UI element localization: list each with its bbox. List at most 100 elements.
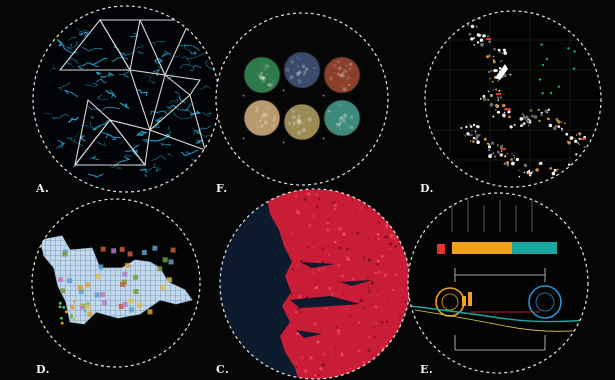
swatch-texture (261, 114, 266, 119)
teal-marker (557, 85, 560, 88)
habitat-cell (119, 246, 125, 252)
panel-label-c: C. (216, 363, 230, 376)
shore-speckle (496, 144, 499, 147)
infrared-speckle (346, 247, 349, 251)
water-stroke (63, 41, 79, 49)
infrared-speckle (348, 367, 352, 370)
habitat-cell (111, 248, 117, 254)
infrared-speckle (333, 240, 337, 244)
infrared-speckle (302, 345, 305, 347)
shore-speckle (466, 132, 470, 136)
infrared-speckle (346, 369, 347, 371)
shore-speckle (499, 51, 501, 54)
shore-speckle (518, 175, 521, 178)
shore-speckle (579, 158, 581, 160)
swatch-texture (299, 132, 302, 135)
water-stroke (90, 116, 95, 120)
shore-speckle (530, 171, 533, 175)
infrared-speckle (416, 216, 418, 218)
water-stroke (184, 103, 192, 112)
swatch-texture (264, 63, 267, 65)
swatch-texture (266, 115, 270, 119)
shore-dot (72, 300, 76, 303)
infrared-speckle (394, 273, 398, 277)
shore-speckle (578, 132, 582, 136)
swatch-texture (265, 113, 268, 116)
infrared-speckle (363, 259, 366, 262)
swatch-texture (263, 114, 265, 116)
habitat-cell (147, 309, 153, 315)
infrared-speckle (393, 222, 395, 225)
infrared-speckle (396, 195, 399, 198)
habitat-cell (78, 288, 84, 294)
infrared-speckle (372, 303, 374, 306)
shore-speckle (529, 174, 532, 177)
teal-marker (572, 67, 576, 70)
infrared-speckle (314, 286, 318, 290)
water-stroke (203, 31, 212, 39)
infrared-speckle (337, 329, 341, 333)
infrared-speckle (307, 192, 311, 196)
infrared-speckle (318, 268, 321, 271)
teal-marker (573, 50, 576, 53)
infrared-speckle (340, 256, 342, 259)
water-stroke (105, 90, 117, 98)
infrared-speckle (321, 352, 326, 356)
shore-speckle (464, 134, 467, 137)
shore-speckle (562, 176, 565, 179)
shore-speckle (482, 94, 486, 98)
shore-speckle (512, 154, 514, 156)
shore-speckle (495, 109, 497, 111)
shore-speckle (519, 117, 524, 121)
swatch-texture (255, 109, 259, 113)
infrared-speckle (334, 346, 337, 349)
swatch-texture (293, 67, 296, 70)
shore-speckle (476, 13, 478, 15)
shore-speckle (553, 126, 557, 131)
swatch-texture (293, 121, 296, 124)
infrared-speckle (417, 200, 418, 201)
water-stroke (152, 41, 166, 46)
swatch-texture (338, 66, 342, 69)
swatch-texture (297, 119, 301, 124)
infrared-speckle (407, 240, 409, 242)
shore-dot (58, 305, 62, 309)
infrared-speckle (326, 222, 330, 225)
habitat-swatch-oyster (283, 103, 321, 141)
infrared-speckle (393, 346, 395, 348)
swatch-texture (266, 83, 270, 86)
swatch-texture (299, 120, 304, 124)
shore-speckle (475, 125, 479, 128)
swatch-texture (338, 120, 343, 125)
habitat-cell (133, 289, 139, 294)
infrared-speckle (366, 190, 370, 194)
infrared-speckle (339, 332, 342, 335)
swatch-texture (341, 71, 345, 75)
panel-f-ring (215, 12, 389, 186)
swatch-texture (346, 81, 348, 83)
infrared-speckle (308, 223, 312, 228)
water-stroke (79, 135, 86, 142)
water-stroke (113, 43, 127, 55)
water-stroke (80, 122, 90, 129)
infrared-speckle (362, 361, 366, 364)
infrared-speckle (303, 253, 305, 255)
infrared-speckle (367, 238, 369, 240)
shore-dot (64, 310, 68, 314)
swatch-texture (303, 121, 306, 123)
shore-speckle (578, 143, 580, 145)
swatch-texture (298, 129, 302, 133)
panel-label-f: F. (216, 182, 228, 195)
swatch-texture (265, 107, 270, 111)
shore-speckle (559, 175, 561, 177)
infrared-speckle (337, 263, 341, 267)
shore-speckle (476, 41, 480, 44)
shore-speckle (499, 61, 501, 63)
shore-speckle (479, 97, 482, 100)
habitat-cell (62, 251, 68, 257)
swatch-texture (293, 125, 295, 127)
infrared-speckle (399, 316, 401, 318)
infrared-speckle (416, 210, 419, 213)
water-stroke (68, 57, 79, 65)
water-stroke (47, 165, 57, 169)
